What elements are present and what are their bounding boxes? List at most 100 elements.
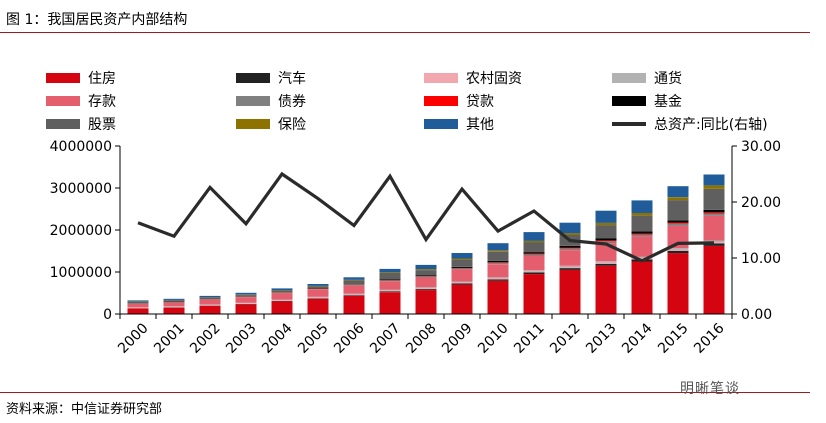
bar-2007-s0 (379, 292, 401, 314)
bar-2010-s1 (487, 279, 509, 281)
bar-2003-s8 (235, 294, 257, 296)
bar-2010-s0 (487, 280, 509, 314)
bar-2004-s10 (271, 288, 293, 291)
total-assets-yoy-line (137, 171, 715, 263)
bar-2005-s0 (307, 298, 329, 314)
bar-2011-s3 (523, 270, 545, 272)
bar-2016-s5 (703, 213, 725, 216)
legend-swatch-0 (46, 73, 80, 83)
x-tick-label: 2003 (223, 320, 260, 357)
bar-2015-s0 (667, 253, 689, 314)
watermark: 明晰笔谈 (680, 381, 740, 397)
bar-2016-s2 (703, 242, 725, 244)
bar-2007-s3 (379, 289, 401, 291)
legend-label-1: 汽车 (278, 70, 306, 87)
bar-2015-s3 (667, 248, 689, 250)
bar-2015-s9 (667, 197, 689, 201)
bar-2014-s7 (631, 231, 653, 234)
bar-2006-s10 (343, 277, 365, 280)
bar-2008-s4 (415, 277, 437, 288)
legend-swatch-10 (424, 119, 458, 129)
bar-2010-s2 (487, 278, 509, 280)
bar-2004-s5 (271, 292, 293, 294)
bar-2002-s0 (199, 306, 221, 314)
y-tick-label-left: 0 (103, 307, 112, 323)
bar-2001-s4 (163, 302, 185, 307)
bar-2003-s3 (235, 302, 257, 304)
bar-2002-s4 (199, 299, 221, 305)
bar-2005-s9 (307, 285, 329, 287)
legend-label-0: 住房 (88, 71, 116, 87)
bar-2002-s2 (199, 305, 221, 306)
bar-2007-s1 (379, 291, 401, 293)
x-tick-label: 2015 (655, 320, 692, 357)
legend-label-4: 存款 (88, 94, 116, 110)
bar-2008-s8 (415, 270, 437, 276)
x-tick-label: 2011 (511, 320, 548, 357)
bar-2000-s0 (127, 308, 149, 314)
bar-2005-s1 (307, 298, 329, 299)
bar-2001-s2 (163, 306, 185, 308)
bar-2016-s9 (703, 185, 725, 189)
bar-2003-s5 (235, 296, 257, 298)
bar-2000-s2 (127, 307, 149, 309)
bar-2004-s3 (271, 299, 293, 301)
bar-2013-s2 (595, 262, 617, 264)
bar-2009-s0 (451, 284, 473, 314)
bar-2011-s4 (523, 255, 545, 271)
bar-2007-s5 (379, 280, 401, 282)
bar-2016-s7 (703, 209, 725, 213)
bar-2001-s0 (163, 307, 185, 314)
bar-2003-s4 (235, 297, 257, 303)
bar-2012-s3 (559, 265, 581, 267)
bar-2011-s2 (523, 271, 545, 273)
y-tick-label-right: 10.00 (741, 251, 781, 267)
legend-swatch-1 (236, 73, 270, 83)
bar-2014-s9 (631, 213, 653, 216)
legend-label-9: 保险 (278, 117, 306, 133)
bar-2008-s10 (415, 264, 437, 270)
bar-2010-s7 (487, 260, 509, 263)
bar-2008-s1 (415, 289, 437, 291)
legend-swatch-3 (612, 73, 646, 83)
bar-2012-s6 (559, 247, 581, 249)
bar-2006-s2 (343, 294, 365, 296)
bar-2015-s5 (667, 223, 689, 226)
bar-2010-s8 (487, 251, 509, 261)
bar-2014-s3 (631, 256, 653, 259)
x-tick-label: 2000 (115, 320, 152, 357)
bar-2013-s0 (595, 265, 617, 314)
bar-2008-s9 (415, 269, 437, 270)
bar-2016-s1 (703, 243, 725, 246)
bar-2003-s0 (235, 304, 257, 314)
bar-2002-s5 (199, 299, 221, 300)
y-tick-label-left: 3000000 (50, 181, 112, 197)
y-tick-label-right: 20.00 (741, 195, 781, 211)
bar-2001-s10 (163, 298, 185, 300)
bar-2010-s4 (487, 264, 509, 278)
bar-2011-s1 (523, 272, 545, 275)
bar-2013-s8 (595, 225, 617, 239)
bar-2011-s10 (523, 232, 545, 241)
bar-2001-s3 (163, 306, 185, 307)
bar-2002-s3 (199, 304, 221, 305)
bar-2007-s2 (379, 290, 401, 292)
bar-2016-s0 (703, 246, 725, 314)
bar-2006-s4 (343, 285, 365, 294)
bar-2005-s5 (307, 288, 329, 290)
bar-2012-s1 (559, 268, 581, 270)
bar-2010-s6 (487, 262, 509, 263)
x-tick-label: 2010 (475, 320, 512, 357)
bar-2013-s7 (595, 238, 617, 241)
bar-2004-s8 (271, 290, 293, 292)
bar-2010-s5 (487, 262, 509, 265)
bar-2004-s1 (271, 300, 293, 302)
bar-2016-s4 (703, 215, 725, 241)
legend-label-11: 总资产:同比(右轴) (654, 117, 768, 133)
bar-2016-s6 (703, 212, 725, 214)
legend-label-5: 债券 (278, 94, 306, 110)
x-tick-label: 2007 (367, 320, 404, 357)
bar-2013-s9 (595, 222, 617, 226)
bar-2008-s6 (415, 275, 437, 277)
x-tick-label: 2001 (151, 320, 188, 357)
